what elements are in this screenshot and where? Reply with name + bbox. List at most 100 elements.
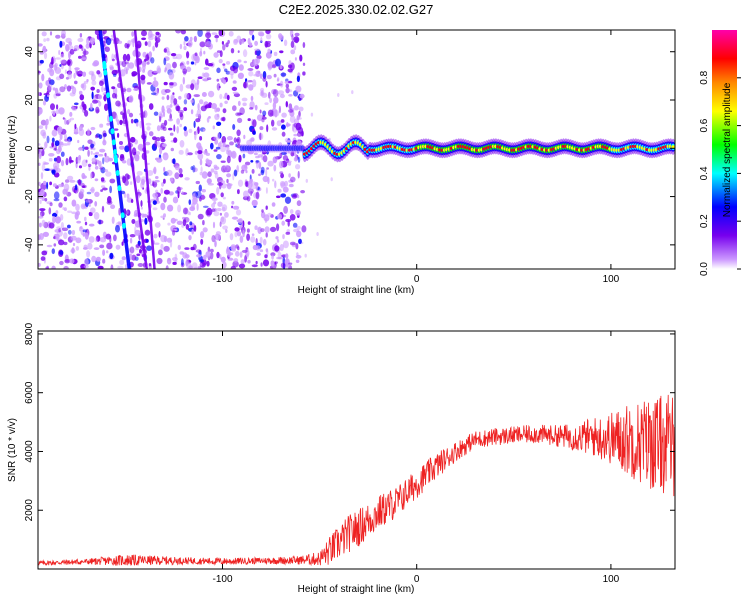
noise-blob xyxy=(193,120,196,128)
noise-blob xyxy=(99,148,106,153)
noise-blob xyxy=(285,83,289,89)
noise-blob xyxy=(273,51,278,57)
streak-highlight xyxy=(111,139,116,146)
noise-blob xyxy=(71,105,74,110)
noise-blob xyxy=(281,112,287,118)
noise-blob xyxy=(102,258,106,264)
noise-blob xyxy=(152,207,158,211)
noise-blob xyxy=(184,93,189,100)
noise-blob xyxy=(279,64,283,70)
noise-blob xyxy=(199,136,203,141)
noise-blob xyxy=(193,167,198,173)
noise-blob xyxy=(264,254,268,259)
noise-blob xyxy=(296,200,302,207)
noise-blob xyxy=(58,228,62,233)
noise-blob xyxy=(95,151,100,155)
noise-blob xyxy=(52,183,57,188)
noise-blob xyxy=(288,183,294,188)
noise-blob xyxy=(168,118,173,122)
noise-blob xyxy=(171,228,178,232)
noise-blob xyxy=(232,260,239,268)
noise-blob xyxy=(174,172,180,180)
noise-blob xyxy=(190,166,194,171)
noise-blob xyxy=(274,180,277,189)
noise-blob xyxy=(202,128,206,132)
noise-blob xyxy=(70,235,77,241)
noise-blob xyxy=(242,102,247,107)
colorbar-axes: 0.0 0.2 0.4 0.6 0.8 xyxy=(699,70,741,276)
noise-blob xyxy=(40,256,46,261)
noise-blob xyxy=(56,104,59,110)
noise-blob xyxy=(38,125,44,129)
streak-highlight xyxy=(120,212,125,219)
noise-blob xyxy=(183,129,188,137)
noise-blob xyxy=(95,235,101,242)
noise-blob xyxy=(254,40,258,46)
noise-blob xyxy=(247,68,254,71)
noise-blob xyxy=(84,221,88,226)
noise-blob xyxy=(113,128,119,131)
noise-blob xyxy=(203,50,206,55)
noise-blob xyxy=(220,160,226,163)
noise-blob xyxy=(206,117,210,123)
noise-blob xyxy=(94,191,100,197)
noise-blob xyxy=(179,140,185,148)
noise-blob xyxy=(65,37,72,44)
noise-blob xyxy=(244,164,248,169)
noise-blob xyxy=(141,213,145,218)
noise-blob xyxy=(73,45,80,51)
noise-blob xyxy=(199,159,203,166)
noise-blob xyxy=(121,256,127,261)
noise-blob xyxy=(120,190,125,195)
noise-blob xyxy=(225,229,228,233)
noise-blob xyxy=(259,109,262,114)
noise-blob xyxy=(217,182,224,186)
noise-blob xyxy=(144,141,151,146)
noise-blob xyxy=(74,184,78,191)
heatmap-ylabel: Frequency (Hz) xyxy=(7,116,18,185)
noise-blob xyxy=(232,80,237,84)
noise-blob xyxy=(99,123,104,128)
noise-blob xyxy=(186,262,192,269)
noise-blob xyxy=(42,231,50,237)
noise-blob xyxy=(60,159,65,167)
noise-blob xyxy=(126,209,131,216)
noise-blob xyxy=(219,78,224,81)
noise-blob xyxy=(88,166,91,171)
noise-blob xyxy=(163,245,170,252)
noise-blob xyxy=(90,207,96,214)
noise-blob xyxy=(56,226,62,230)
noise-blob xyxy=(52,87,56,91)
noise-blob xyxy=(195,118,201,123)
colorbar: 0.0 0.2 0.4 0.6 0.8 Normalized spectral ampl… xyxy=(699,30,741,276)
noise-blob xyxy=(294,57,297,61)
noise-blob xyxy=(234,231,238,238)
noise-blob xyxy=(193,35,197,43)
noise-blob xyxy=(49,202,53,207)
noise-blob xyxy=(88,236,95,243)
noise-blob xyxy=(67,229,72,235)
noise-blob xyxy=(82,71,87,77)
noise-blob xyxy=(261,152,264,161)
noise-blob xyxy=(154,139,158,148)
noise-blob xyxy=(288,64,293,69)
noise-blob xyxy=(251,169,255,174)
noise-blob xyxy=(280,119,285,123)
noise-blob xyxy=(253,58,259,67)
noise-blob xyxy=(110,204,116,209)
noise-blob xyxy=(189,36,193,42)
noise-blob xyxy=(243,134,246,140)
noise-blob xyxy=(280,182,286,189)
noise-blob xyxy=(41,73,45,82)
noise-blob xyxy=(251,34,255,41)
noise-blob xyxy=(78,90,83,95)
noise-blob xyxy=(126,53,131,62)
noise-blob xyxy=(255,245,261,251)
noise-blob xyxy=(243,190,249,198)
noise-blob xyxy=(159,115,161,123)
noise-blob xyxy=(190,246,195,251)
noise-blob xyxy=(189,206,196,212)
noise-blob xyxy=(219,254,222,260)
noise-blob xyxy=(119,119,123,126)
noise-blob xyxy=(87,139,93,145)
